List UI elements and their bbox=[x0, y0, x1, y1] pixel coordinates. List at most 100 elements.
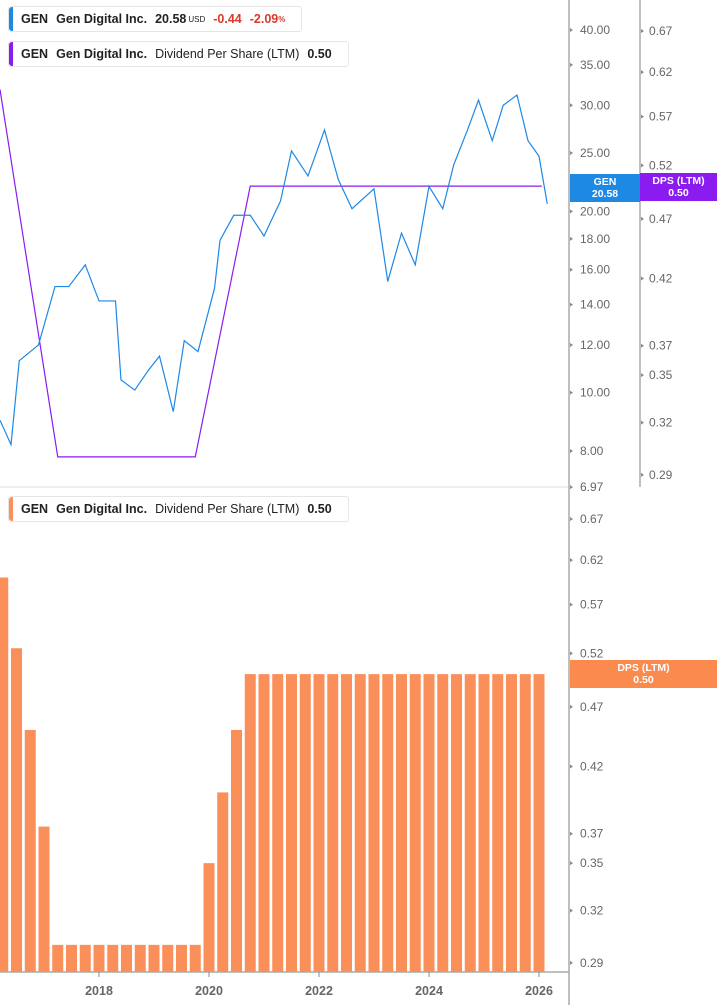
dps-tick-label: 0.57 bbox=[649, 110, 673, 124]
legend-name: Gen Digital Inc. bbox=[56, 47, 148, 61]
legend-change: -0.44 bbox=[213, 12, 242, 26]
legend-dps-top[interactable]: GEN Gen Digital Inc. Dividend Per Share … bbox=[8, 41, 349, 67]
x-tick-label: 2024 bbox=[415, 984, 443, 998]
price-tick-label: 18.00 bbox=[580, 232, 610, 246]
legend-pct-sign: % bbox=[278, 14, 286, 24]
badge-value: 20.58 bbox=[591, 188, 619, 200]
badge-label: DPS (LTM) bbox=[617, 662, 670, 674]
dps-bar bbox=[121, 944, 132, 972]
dps-bar bbox=[396, 674, 407, 972]
dps-bar bbox=[451, 674, 462, 972]
price-tick-mark bbox=[570, 62, 573, 67]
bar-y-tick-label: 0.35 bbox=[580, 856, 604, 870]
dps-bar bbox=[134, 944, 146, 972]
legend-price-value: 20.58 bbox=[155, 12, 187, 26]
dps-bar bbox=[258, 674, 270, 972]
price-tick-mark bbox=[570, 302, 573, 307]
bar-y-tick-label: 0.42 bbox=[580, 760, 604, 774]
bar-y-tick-mark bbox=[570, 960, 573, 965]
bar-y-tick-mark bbox=[570, 651, 573, 656]
dps-bar bbox=[93, 944, 105, 972]
price-tick-mark bbox=[570, 267, 573, 272]
bar-y-tick-mark bbox=[570, 831, 573, 836]
legend-name: Gen Digital Inc. bbox=[56, 12, 148, 26]
legend-change-pct: -2.09 bbox=[249, 12, 279, 26]
x-tick-label: 2020 bbox=[195, 984, 223, 998]
dps-tick-label: 0.37 bbox=[649, 339, 673, 353]
price-tick-mark bbox=[570, 342, 573, 347]
legend-dps-bottom[interactable]: GEN Gen Digital Inc. Dividend Per Share … bbox=[8, 496, 349, 522]
dps-bottom-badge: DPS (LTM) 0.50 bbox=[570, 660, 717, 688]
dps-bar bbox=[423, 674, 435, 972]
dps-bar bbox=[66, 944, 77, 972]
dps-bar bbox=[409, 674, 421, 972]
price-tick-label: 35.00 bbox=[580, 58, 610, 72]
dps-tick-mark bbox=[641, 472, 644, 477]
price-tick-mark bbox=[570, 390, 573, 395]
dps-tick-mark bbox=[641, 276, 644, 281]
badge-value: 0.50 bbox=[633, 674, 654, 686]
legend-color-bar bbox=[9, 7, 13, 31]
dps-bar bbox=[217, 792, 229, 972]
dps-bar bbox=[437, 674, 449, 972]
dps-tick-mark bbox=[641, 29, 644, 33]
dps-tick-label: 0.32 bbox=[649, 416, 673, 430]
legend-value: 0.50 bbox=[307, 47, 332, 61]
dps-tick-mark bbox=[641, 163, 644, 168]
bar-y-tick-mark bbox=[570, 704, 573, 709]
legend-price[interactable]: GEN Gen Digital Inc. 20.58 USD -0.44 -2.… bbox=[8, 6, 303, 32]
dps-bar bbox=[52, 944, 64, 972]
dps-bar bbox=[0, 577, 9, 972]
bar-y-tick-label: 0.32 bbox=[580, 904, 604, 918]
legend-metric: Dividend Per Share (LTM) bbox=[155, 47, 300, 61]
dps-bar bbox=[231, 729, 242, 972]
dps-bars bbox=[0, 577, 545, 972]
price-tick-mark bbox=[570, 103, 573, 108]
dps-tick-mark bbox=[641, 343, 644, 348]
dps-bar bbox=[11, 648, 22, 972]
bar-y-tick-mark bbox=[570, 558, 573, 563]
dps-bar bbox=[24, 729, 36, 972]
dps-bar bbox=[176, 944, 187, 972]
x-tick-label: 2026 bbox=[525, 984, 553, 998]
dps-bar bbox=[368, 674, 380, 972]
dps-bar bbox=[244, 674, 256, 972]
dps-bar bbox=[533, 674, 545, 972]
dps-bar bbox=[327, 674, 339, 972]
dps-bar bbox=[38, 826, 50, 972]
bar-y-tick-label: 0.47 bbox=[580, 700, 604, 714]
price-badge: GEN 20.58 bbox=[570, 174, 640, 202]
legend-ticker: GEN bbox=[21, 12, 49, 26]
legend-color-bar bbox=[9, 497, 13, 521]
price-tick-label: 14.00 bbox=[580, 298, 610, 312]
bar-y-tick-mark bbox=[570, 517, 573, 521]
legend-color-bar bbox=[9, 42, 13, 66]
bar-y-tick-label: 0.67 bbox=[580, 512, 604, 526]
legend-currency: USD bbox=[188, 14, 206, 24]
legend-value: 0.50 bbox=[307, 502, 332, 516]
dps-tick-label: 0.47 bbox=[649, 212, 673, 226]
dps-bar bbox=[272, 674, 284, 972]
dps-bar bbox=[519, 674, 531, 972]
bar-y-tick-label: 0.37 bbox=[580, 827, 604, 841]
bar-y-tick-label: 0.62 bbox=[580, 553, 604, 567]
price-tick-mark bbox=[570, 209, 573, 214]
badge-value: 0.50 bbox=[668, 187, 689, 199]
dps-bar bbox=[382, 674, 394, 972]
x-tick-label: 2022 bbox=[305, 984, 333, 998]
dps-bar bbox=[464, 674, 476, 972]
dps-bar bbox=[492, 674, 504, 972]
dps-tick-mark bbox=[641, 373, 644, 378]
price-tick-label: 30.00 bbox=[580, 98, 610, 112]
dps-bar bbox=[203, 863, 215, 972]
dps-bar bbox=[107, 944, 119, 972]
legend-metric: Dividend Per Share (LTM) bbox=[155, 502, 300, 516]
dps-tick-label: 0.35 bbox=[649, 368, 673, 382]
bar-y-tick-mark bbox=[570, 908, 573, 913]
price-tick-label: 12.00 bbox=[580, 338, 610, 352]
badge-label: GEN bbox=[593, 176, 617, 188]
bar-y-tick-label: 0.52 bbox=[580, 646, 604, 660]
price-tick-mark bbox=[570, 150, 573, 155]
legend-ticker: GEN bbox=[21, 47, 49, 61]
